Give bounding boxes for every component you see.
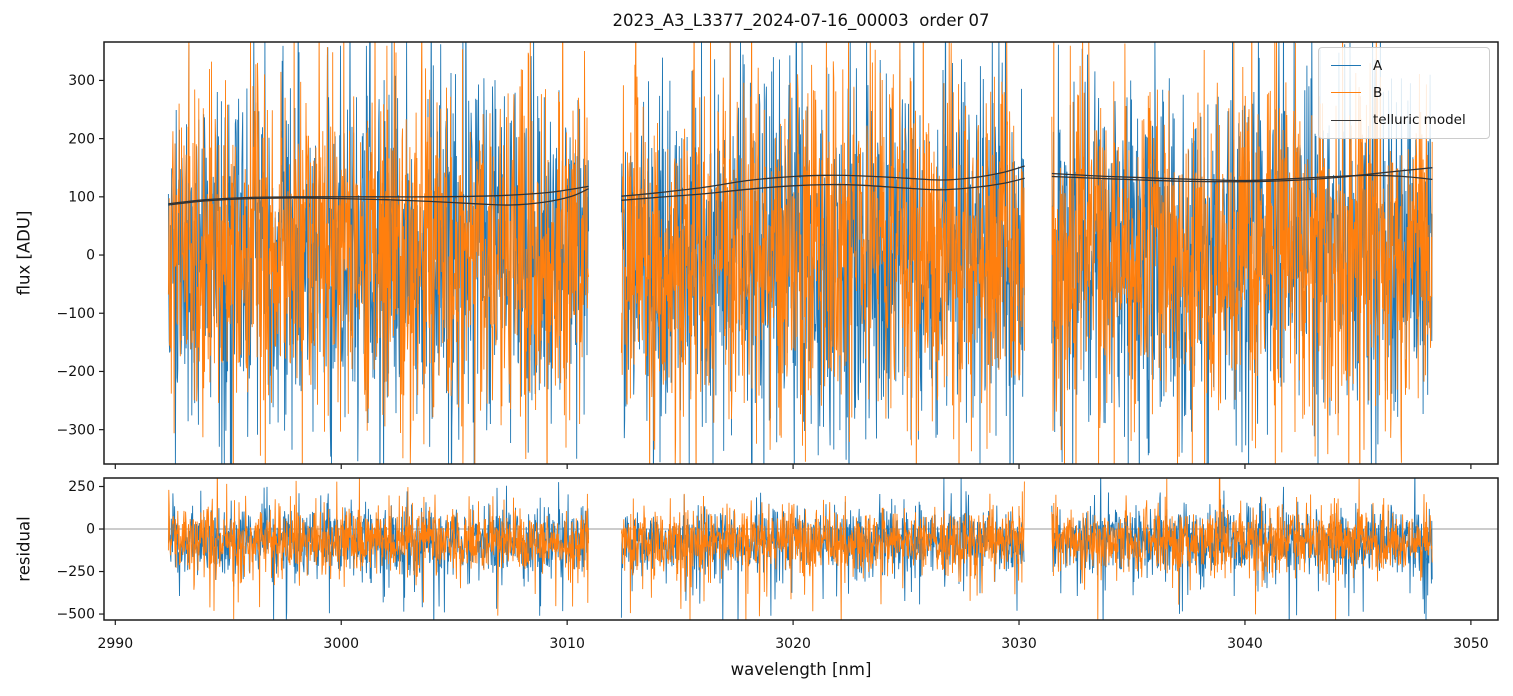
residual-ytick-label: 0 — [86, 522, 95, 538]
telluric-B-segment-2 — [621, 177, 1025, 201]
residual-data — [167, 478, 1433, 620]
wavelength-tick-label: 3030 — [1001, 636, 1037, 652]
legend-label-a: A — [1373, 57, 1383, 74]
flux-panel: 300 200 100 0 −100 −200 −300 — [57, 41, 1499, 469]
flux-ytick-label: 200 — [68, 131, 95, 147]
series-A-flux-segment-1 — [167, 42, 590, 464]
flux-axis-label: flux [ADU] — [14, 210, 34, 296]
legend-item-telluric-model: telluric model — [1319, 112, 1489, 128]
telluric-B-segment-1 — [168, 188, 589, 206]
residual-panel-border — [103, 477, 1499, 621]
residual-x-ticks: 2990 3000 3010 3020 3030 3040 3050 — [97, 620, 1489, 652]
legend-line-swatch-a — [1331, 65, 1361, 67]
wavelength-tick-label: 3020 — [775, 636, 811, 652]
flux-x-ticks — [114, 464, 1472, 469]
telluric-A-segment-2 — [621, 165, 1025, 197]
telluric-B-segment-3 — [1051, 172, 1433, 182]
residual-axis-label: residual — [14, 516, 34, 582]
series-B-residual-segment-1 — [167, 478, 590, 620]
legend-line-swatch-b — [1331, 92, 1361, 94]
flux-y-ticks: 300 200 100 0 −100 −200 −300 — [57, 73, 104, 438]
telluric-A-segment-1 — [168, 185, 589, 205]
legend-label-telluric: telluric model — [1373, 112, 1466, 129]
residual-ytick-label: −500 — [57, 607, 95, 623]
series-B-flux-segment-2 — [620, 42, 1025, 464]
flux-ytick-label: 0 — [86, 248, 95, 264]
legend-item-a: A — [1319, 58, 1489, 74]
residual-ytick-label: −250 — [57, 564, 95, 580]
flux-data — [167, 42, 1433, 464]
flux-ytick-label: 300 — [68, 73, 95, 89]
telluric-A-segment-3 — [1051, 167, 1433, 183]
residual-y-ticks: 250 0 −250 −500 — [57, 479, 104, 623]
telluric-model-lines — [168, 165, 1433, 206]
wavelength-axis-label: wavelength [nm] — [730, 660, 872, 679]
legend-line-swatch-telluric — [1331, 119, 1361, 121]
flux-panel-border — [103, 41, 1499, 465]
flux-ytick-label: −100 — [57, 306, 95, 322]
wavelength-tick-label: 3000 — [323, 636, 359, 652]
wavelength-tick-label: 3040 — [1227, 636, 1263, 652]
series-B-residual-segment-3 — [1051, 478, 1433, 620]
wavelength-tick-label: 3010 — [549, 636, 585, 652]
legend-label-b: B — [1373, 84, 1383, 101]
wavelength-tick-label: 3050 — [1453, 636, 1489, 652]
residual-ytick-label: 250 — [68, 479, 95, 495]
series-B-residual-segment-2 — [620, 481, 1025, 620]
wavelength-tick-label: 2990 — [97, 636, 133, 652]
legend: A B telluric model — [1318, 47, 1490, 139]
plot-title: 2023_A3_L3377_2024-07-16_00003 order 07 — [612, 11, 990, 30]
flux-ytick-label: −200 — [57, 364, 95, 380]
series-B-flux-segment-1 — [167, 42, 590, 464]
flux-ytick-label: −300 — [57, 422, 95, 438]
flux-ytick-label: 100 — [68, 190, 95, 206]
legend-item-b: B — [1319, 85, 1489, 101]
series-B-flux-segment-3 — [1051, 42, 1433, 464]
